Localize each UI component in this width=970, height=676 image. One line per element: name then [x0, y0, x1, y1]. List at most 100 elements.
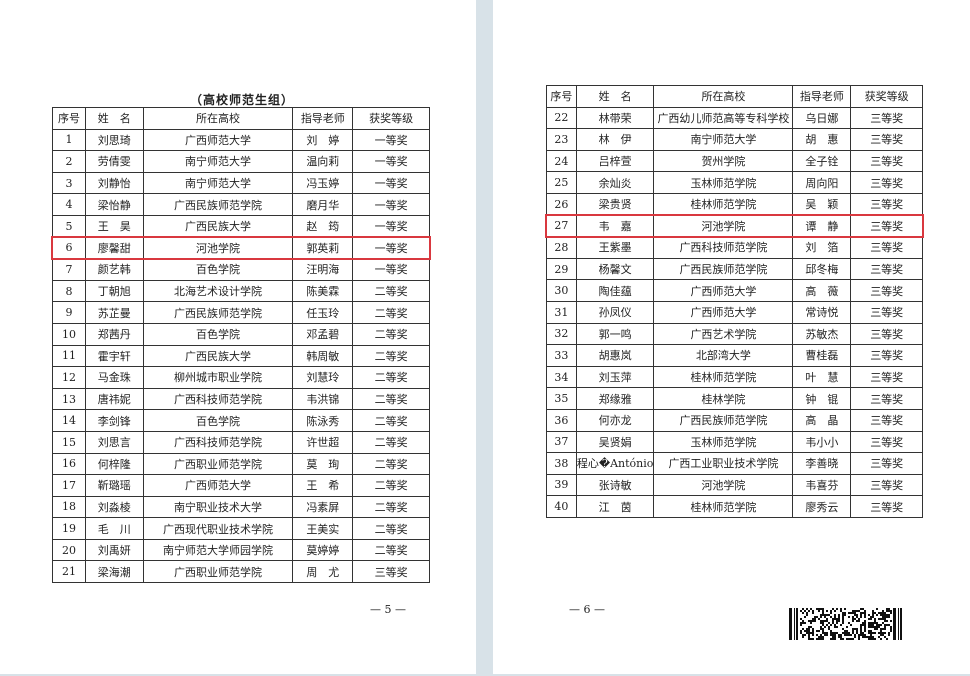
- cell-index: 30: [546, 279, 577, 302]
- cell-award: 三等奖: [850, 236, 923, 259]
- cell-index: 36: [546, 408, 577, 432]
- cell-name: 梁怡静: [84, 193, 144, 216]
- cell-award: 三等奖: [850, 300, 923, 324]
- cell-school: 河池学院: [142, 236, 294, 260]
- cell-award: 三等奖: [850, 387, 923, 410]
- group-title: （高校师范生组）: [190, 93, 295, 107]
- cell-name: 何梓隆: [84, 452, 144, 476]
- cell-name: 江 茵: [575, 495, 655, 518]
- cell-index: 38: [546, 452, 577, 475]
- cell-advisor: 温向莉: [292, 150, 354, 173]
- cell-school: 南宁职业技术大学: [142, 495, 294, 519]
- cell-advisor: 曹桂磊: [792, 344, 852, 367]
- cell-award: 二等奖: [352, 322, 430, 346]
- table-row: 16 何梓隆 广西职业师范学院莫 珣二等奖: [52, 452, 430, 476]
- cell-award: 二等奖: [352, 452, 430, 476]
- cell-award: 三等奖: [850, 171, 923, 194]
- cell-advisor: 邓孟碧: [292, 322, 354, 346]
- cell-advisor: 高 晶: [792, 408, 852, 432]
- cell-name: 霍宇轩: [84, 344, 144, 368]
- cell-index: 27: [546, 214, 577, 238]
- cell-school: 广西科技师范学院: [142, 430, 294, 454]
- cell-index: 12: [52, 366, 86, 389]
- cell-school: 南宁师范大学: [653, 128, 794, 151]
- table-row: 32 郭一鸣 广西艺术学院 苏敏杰 三等奖: [546, 322, 923, 346]
- table-row: 33 胡惠岚 北部湾大学 曹桂磊 三等奖: [546, 344, 923, 367]
- cell-index: 23: [546, 128, 577, 151]
- cell-school: 广西职业师范学院: [142, 452, 294, 476]
- cell-award: 三等奖: [850, 279, 923, 302]
- cell-school: 广西师范大学: [142, 128, 294, 152]
- document-page-6: 序号姓 名所在高校 指导老师 获奖等级 22 林带荣 广西幼儿师范高等专科学校 乌日娜 三等…: [493, 0, 970, 674]
- awards-table-right: 序号姓 名所在高校 指导老师 获奖等级 22 林带荣 广西幼儿师范高等专科学校 乌日娜 三等…: [546, 85, 923, 518]
- cell-award: 三等奖: [850, 495, 923, 518]
- cell-advisor: 胡 惠: [792, 128, 852, 151]
- cell-award: 三等奖: [850, 128, 923, 151]
- cell-school: 百色学院: [142, 258, 294, 281]
- table-row: 24 吕梓萱 贺州学院 全子铨 三等奖: [546, 149, 923, 173]
- cell-school: 广西现代职业技术学院: [142, 517, 294, 540]
- table-row: 8 丁朝旭 北海艺术设计学院 陈美霖 二等奖: [52, 279, 430, 303]
- cell-school: 北部湾大学: [653, 344, 794, 367]
- cell-name: 孙凤仪: [575, 300, 655, 324]
- cell-award: 一等奖: [352, 193, 430, 216]
- column-header-award: 获奖等级: [850, 85, 923, 108]
- cell-award: 三等奖: [850, 214, 923, 238]
- cell-index: 17: [52, 474, 86, 497]
- cell-advisor: 韩周敏: [292, 344, 354, 368]
- document-page-5: （高校师范生组） 序号姓 名所在高校 指导老师 获奖等级 1 刘思琦 广西师范大学刘 婷…: [0, 0, 476, 674]
- cell-name: 程心�António: [575, 452, 655, 475]
- cell-advisor: 陈泳秀: [292, 409, 354, 432]
- cell-advisor: 钟 锟: [792, 387, 852, 410]
- cell-award: 二等奖: [352, 517, 430, 540]
- table-row: 13 唐祎妮 广西科技师范学院 韦洪锦 二等奖: [52, 387, 430, 411]
- cell-index: 3: [52, 171, 86, 195]
- cell-advisor: 冯玉婷: [292, 171, 354, 195]
- column-header-advisor: 指导老师: [292, 107, 354, 130]
- cell-name: 苏芷曼: [84, 301, 144, 324]
- cell-school: 玉林师范学院: [653, 430, 794, 454]
- cell-award: 三等奖: [850, 322, 923, 346]
- table-row: 36 何亦龙 广西民族师范学院高 晶三等奖: [546, 408, 923, 432]
- cell-index: 31: [546, 300, 577, 324]
- cell-index: 15: [52, 430, 86, 454]
- cell-advisor: 莫 珣: [292, 452, 354, 476]
- cell-award: 三等奖: [850, 257, 923, 281]
- cell-index: 11: [52, 344, 86, 368]
- cell-index: 22: [546, 106, 577, 130]
- cell-advisor: 全子铨: [792, 149, 852, 173]
- table-header-row: 序号姓 名所在高校 指导老师 获奖等级: [52, 107, 430, 130]
- table-row: 15 刘思言 广西科技师范学院 许世超 二等奖: [52, 430, 430, 454]
- cell-award: 二等奖: [352, 301, 430, 324]
- cell-advisor: 刘慧玲: [292, 366, 354, 389]
- cell-index: 7: [52, 258, 86, 281]
- cell-school: 南宁师范大学师园学院: [142, 538, 294, 562]
- barcode-icon: [789, 608, 902, 640]
- cell-index: 4: [52, 193, 86, 216]
- cell-award: 二等奖: [352, 366, 430, 389]
- cell-index: 35: [546, 387, 577, 410]
- cell-index: 20: [52, 538, 86, 562]
- cell-advisor: 吴 颖: [792, 192, 852, 216]
- cell-school: 广西师范大学: [653, 300, 794, 324]
- cell-index: 28: [546, 236, 577, 259]
- cell-index: 24: [546, 149, 577, 173]
- cell-advisor: 赵 筠: [292, 214, 354, 238]
- cell-award: 二等奖: [352, 474, 430, 497]
- cell-index: 29: [546, 257, 577, 281]
- cell-school: 百色学院: [142, 409, 294, 432]
- cell-school: 桂林师范学院: [653, 365, 794, 389]
- cell-advisor: 冯素屏: [292, 495, 354, 519]
- cell-advisor: 王 希: [292, 474, 354, 497]
- cell-award: 三等奖: [850, 430, 923, 454]
- column-header-school: 所在高校: [142, 107, 294, 130]
- cell-name: 王 昊: [84, 214, 144, 238]
- cell-award: 二等奖: [352, 430, 430, 454]
- cell-award: 一等奖: [352, 258, 430, 281]
- cell-index: 21: [52, 560, 86, 584]
- cell-index: 10: [52, 322, 86, 346]
- cell-index: 19: [52, 517, 86, 540]
- table-row: 34 刘玉萍 桂林师范学院叶 慧三等奖: [546, 365, 923, 389]
- cell-advisor: 磨月华: [292, 193, 354, 216]
- cell-school: 广西师范大学: [142, 474, 294, 497]
